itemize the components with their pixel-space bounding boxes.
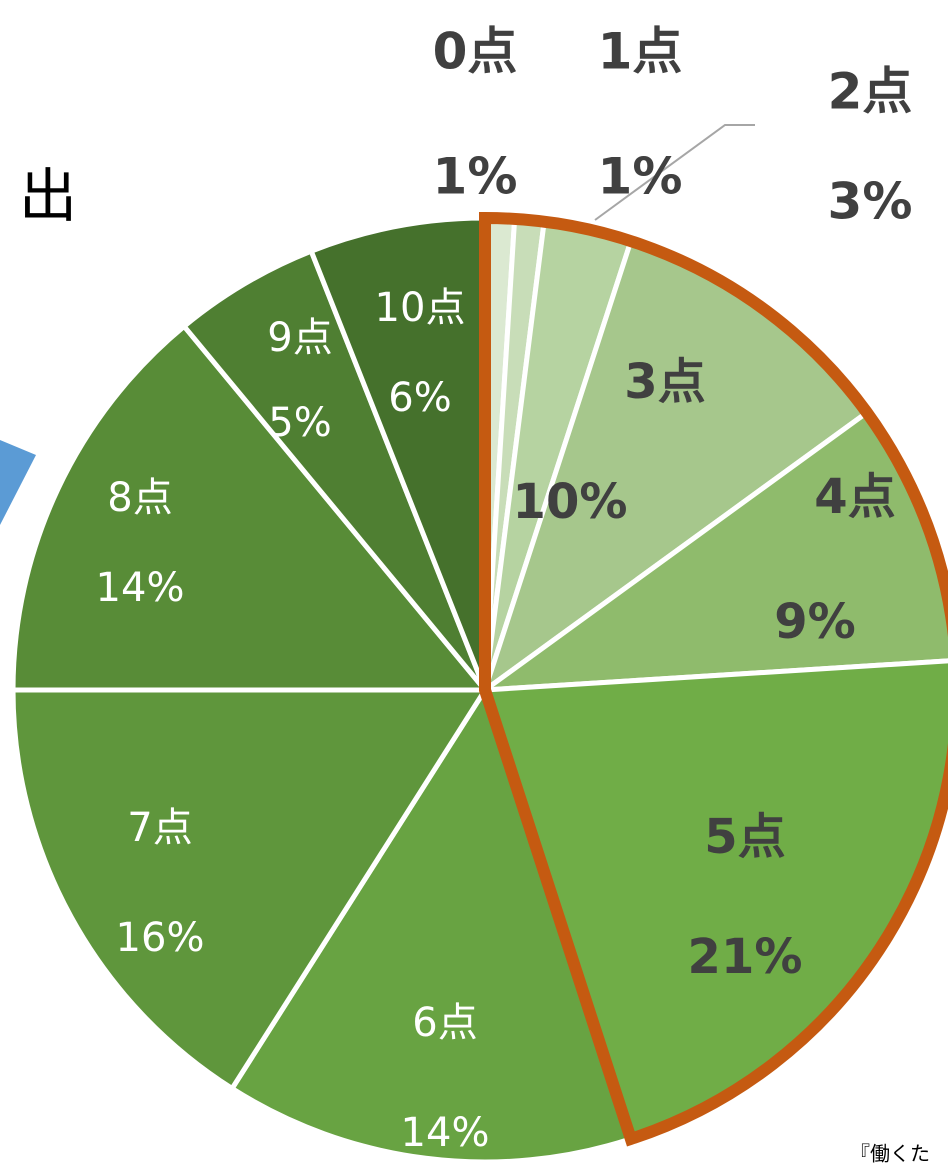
pie-slice <box>308 215 488 691</box>
value-label: 9% <box>774 594 856 650</box>
leader-line <box>594 124 755 221</box>
value-label: 1% <box>598 148 683 206</box>
pie-slice <box>10 322 491 693</box>
value-label: 10% <box>513 474 628 530</box>
highlight-outline <box>479 211 948 1147</box>
value-label: 21% <box>688 929 803 985</box>
pie-slice <box>180 247 488 692</box>
arrow-shape <box>0 440 36 525</box>
category-label: 2点 <box>828 63 913 121</box>
category-label: 4点 <box>814 469 895 525</box>
category-label: 9点 <box>267 315 332 361</box>
annotation: 『働くた <box>850 1142 930 1166</box>
annotation: 出 <box>19 162 77 230</box>
category-label: 7点 <box>127 805 192 851</box>
category-label: 5点 <box>704 809 785 865</box>
value-label: 3% <box>828 173 913 231</box>
category-label: 3点 <box>624 354 705 410</box>
category-label: 8点 <box>107 475 172 521</box>
pie-slice <box>228 684 635 1165</box>
pie-slice <box>10 687 490 1092</box>
category-label: 6点 <box>412 1000 477 1046</box>
value-label: 14% <box>401 1110 490 1156</box>
category-label: 1点 <box>598 23 683 81</box>
category-label: 10点 <box>375 285 466 331</box>
value-label: 6% <box>388 375 451 421</box>
value-label: 5% <box>268 400 331 446</box>
category-label: 0点 <box>433 23 518 81</box>
value-label: 1% <box>433 148 518 206</box>
value-label: 14% <box>96 565 185 611</box>
value-label: 16% <box>116 915 205 961</box>
